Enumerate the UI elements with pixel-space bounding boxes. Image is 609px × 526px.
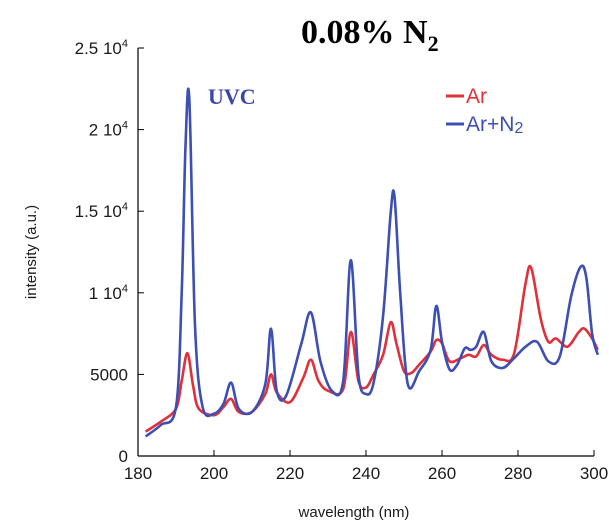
x-tick-label: 280	[504, 464, 532, 483]
legend-label-ar: Ar	[466, 85, 487, 108]
chart-title: 0.08% N2	[301, 14, 439, 56]
x-tick-label: 260	[428, 464, 456, 483]
y-tick-label: 5000	[90, 365, 128, 384]
series-line-ar-n2	[144, 87, 600, 438]
legend: Ar Ar+N2	[446, 85, 523, 137]
y-ticks: 0 5000 1 104 1.5 104 2 104 2.5 104	[75, 38, 144, 466]
series-line-ar	[144, 264, 599, 433]
y-tick-label: 0	[119, 447, 128, 466]
x-tick-label: 240	[352, 464, 380, 483]
x-tick-label: 200	[200, 464, 228, 483]
legend-label-ar-n2: Ar+N2	[466, 113, 523, 137]
y-tick-label: 2.5 104	[75, 38, 128, 58]
x-tick-label: 220	[276, 464, 304, 483]
y-tick-label: 1 104	[89, 283, 128, 303]
x-tick-label: 300	[580, 464, 608, 483]
x-tick-label: 180	[124, 464, 152, 483]
x-axis-label: wavelength (nm)	[298, 504, 410, 521]
series-group	[144, 87, 600, 438]
x-ticks: 180 200 220 240 260 280 300	[124, 450, 608, 483]
y-tick-label: 1.5 104	[75, 201, 128, 221]
y-axis-label: intensity (a.u.)	[23, 205, 40, 299]
y-tick-label: 2 104	[89, 120, 128, 140]
uvc-annotation: UVC	[208, 84, 256, 109]
